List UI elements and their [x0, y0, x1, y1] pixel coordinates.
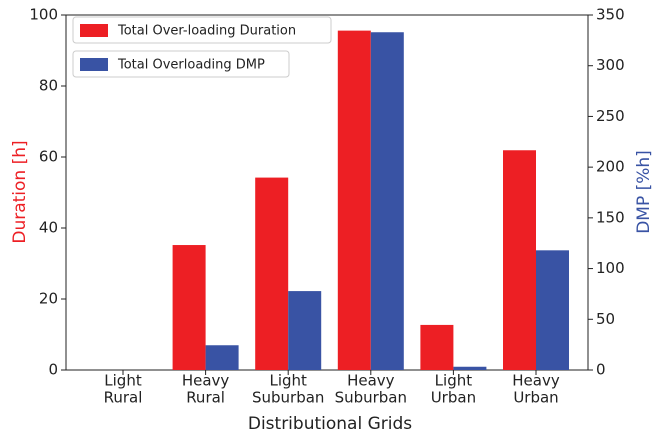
x-tick-label: Rural [186, 389, 225, 407]
bar [420, 324, 454, 370]
y-tick-label: 60 [39, 148, 58, 166]
x-tick-label: Light [104, 372, 142, 390]
plot-frame [65, 14, 589, 371]
bar [255, 177, 289, 370]
y-tick-label: 100 [29, 6, 58, 24]
y2-tick-label: 0 [596, 361, 606, 379]
x-tick-label: Suburban [335, 389, 407, 407]
legend-swatch [80, 24, 108, 37]
legend-box [72, 50, 290, 78]
bar [205, 345, 239, 370]
y2-tick-label: 50 [596, 310, 615, 328]
y2-tick-label: 200 [596, 158, 625, 176]
x-tick-label: Light [269, 372, 307, 390]
bar [288, 291, 322, 370]
x-axis-label: Distributional Grids [248, 414, 412, 434]
x-tick-label: Light [435, 372, 473, 390]
y2-tick-label: 300 [596, 56, 625, 74]
bar [370, 32, 404, 370]
bar [172, 245, 206, 370]
x-tick-label: Urban [513, 389, 558, 407]
y-axis-label: Duration [h] [10, 140, 30, 243]
legend-entry: Total Over-loading Duration [72, 16, 332, 44]
x-tick-label: Heavy [182, 372, 230, 390]
bar [503, 150, 536, 370]
y2-tick-label: 250 [596, 107, 625, 125]
legend-box [72, 16, 332, 44]
y2-tick-label: 350 [596, 6, 625, 24]
bar [453, 366, 487, 370]
y-tick-label: 80 [39, 77, 58, 95]
y2-tick-label: 150 [596, 208, 625, 226]
x-tick-label: Suburban [252, 389, 324, 407]
legend-label: Total Over-loading Duration [117, 24, 296, 39]
x-tick-label: Rural [104, 389, 143, 407]
legend-label: Total Overloading DMP [117, 58, 265, 73]
y2-tick-label: 100 [596, 259, 625, 277]
bar [337, 30, 371, 371]
bar [536, 250, 569, 370]
x-tick-label: Urban [431, 389, 476, 407]
y-tick-label: 40 [39, 219, 58, 237]
y-tick-label: 0 [48, 361, 58, 379]
legend-entry: Total Overloading DMP [72, 50, 290, 78]
legend-swatch [80, 58, 108, 71]
x-tick-label: Heavy [347, 372, 395, 390]
x-tick-label: Heavy [512, 372, 560, 390]
y2-axis-label: DMP [%h] [634, 150, 654, 234]
y-tick-label: 20 [39, 290, 58, 308]
